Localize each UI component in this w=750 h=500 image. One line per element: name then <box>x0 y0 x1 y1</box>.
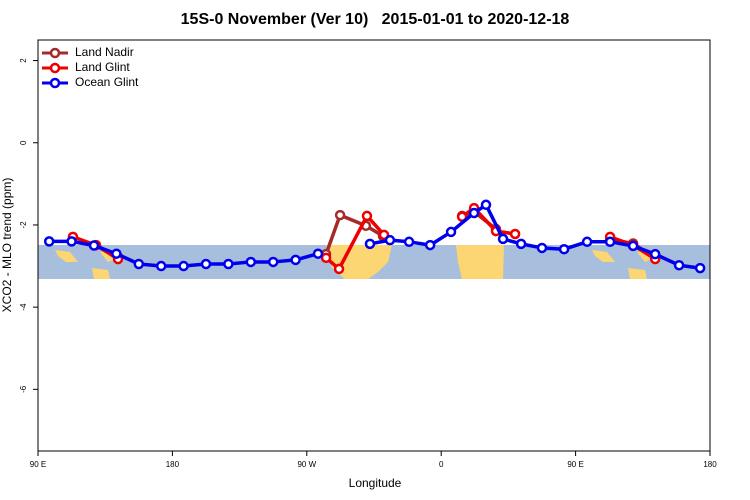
y-tick-label: 2 <box>19 58 28 63</box>
y-tick-label: -6 <box>19 385 28 393</box>
point <box>267 256 279 268</box>
point <box>320 252 332 264</box>
point <box>673 259 685 271</box>
point <box>133 258 145 270</box>
point <box>88 240 100 251</box>
point <box>581 236 593 248</box>
point <box>290 254 301 266</box>
point <box>43 236 55 247</box>
land <box>592 250 655 279</box>
legend-marker <box>49 47 61 59</box>
x-axis-label: Longitude <box>349 476 402 490</box>
point <box>312 248 324 259</box>
x-tick-label: 180 <box>703 460 717 469</box>
point <box>468 207 480 219</box>
point <box>627 240 639 252</box>
point <box>334 209 346 221</box>
legend-label: Land Nadir <box>75 45 134 59</box>
point <box>497 233 509 245</box>
point <box>361 210 373 222</box>
y-tick-label: -2 <box>19 221 28 229</box>
point <box>509 228 521 240</box>
point <box>604 236 616 248</box>
chart-title: 15S-0 November (Ver 10) 2015-01-01 to 20… <box>181 11 570 28</box>
point <box>364 238 376 250</box>
point <box>694 262 706 274</box>
point <box>111 248 122 259</box>
point <box>445 226 457 238</box>
legend-marker <box>49 77 61 89</box>
x-tick-label: 90 E <box>567 460 583 469</box>
point <box>649 248 661 260</box>
legend-marker <box>49 62 61 74</box>
legend-label: Land Glint <box>75 60 130 74</box>
x-tick-label: 90 E <box>30 460 46 469</box>
legend-label: Ocean Glint <box>75 75 139 89</box>
land <box>456 245 504 279</box>
point <box>480 199 492 211</box>
point <box>178 260 189 272</box>
point <box>333 263 345 275</box>
x-tick-label: 90 W <box>297 460 316 469</box>
point <box>66 236 77 247</box>
map-band <box>38 245 710 279</box>
y-tick-label: 0 <box>19 140 28 145</box>
point <box>223 258 234 270</box>
plot-frame <box>37 39 711 452</box>
x-tick-label: 180 <box>166 460 180 469</box>
point <box>536 242 548 254</box>
point <box>384 234 396 246</box>
point <box>403 236 415 248</box>
point <box>245 256 257 268</box>
x-tick-label: 0 <box>439 460 444 469</box>
point <box>515 238 527 250</box>
y-axis-label: XCO2 - MLO trend (ppm) <box>0 178 14 313</box>
point <box>558 243 570 255</box>
point <box>155 260 167 272</box>
point <box>424 239 436 251</box>
y-tick-label: -4 <box>19 303 28 311</box>
land <box>55 250 118 279</box>
point <box>200 258 212 270</box>
